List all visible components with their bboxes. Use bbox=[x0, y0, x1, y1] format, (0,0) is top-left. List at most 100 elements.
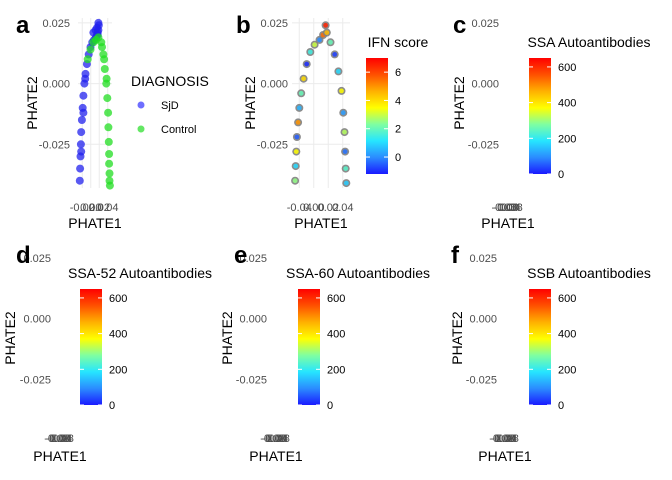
colorbar-tick-label: 600 bbox=[109, 293, 127, 305]
legend: IFN score 0 2 4 6 bbox=[366, 34, 429, 174]
legend-label: SjD bbox=[161, 100, 179, 112]
colorbar-tick-label: 200 bbox=[109, 364, 127, 376]
x-tick-label: 0.08 bbox=[268, 433, 289, 445]
legend-title: SSA-52 Autoantibodies bbox=[68, 265, 212, 281]
data-point bbox=[104, 137, 113, 146]
colorbar-tick-label: 600 bbox=[558, 62, 576, 74]
legend-label: Control bbox=[161, 124, 196, 136]
y-tick-label: 0.025 bbox=[42, 18, 70, 30]
data-point bbox=[77, 128, 86, 137]
y-tick-label: 0.000 bbox=[469, 314, 497, 326]
colorbar-tick-label: 2 bbox=[395, 124, 401, 136]
panel-letter: c bbox=[453, 12, 466, 39]
series-control bbox=[83, 33, 114, 190]
y-tick-label: 0.000 bbox=[239, 314, 267, 326]
x-tick-label: 0.04 bbox=[267, 433, 288, 445]
data-point bbox=[102, 74, 111, 83]
colorbar-tick-label: 6 bbox=[395, 67, 401, 79]
legend-key bbox=[137, 101, 145, 109]
data-point-highlight bbox=[323, 22, 328, 28]
y-tick-label: 0.000 bbox=[23, 314, 51, 326]
panel-e: -0.025 0.000 0.025 -0.08-0.040.000.040.08 PH… bbox=[219, 242, 430, 464]
colorbar-tick-label: 200 bbox=[558, 364, 576, 376]
y-tick-label: -0.025 bbox=[257, 139, 288, 151]
panel-letter: f bbox=[451, 242, 460, 269]
colorbar-tick-label: 400 bbox=[558, 329, 576, 341]
legend-title: SSA Autoantibodies bbox=[528, 34, 651, 50]
x-tick-label: 0.00 bbox=[497, 202, 518, 214]
x-tick-label: 0.08 bbox=[497, 433, 518, 445]
y-tick-label: 0.000 bbox=[42, 79, 70, 91]
panel-letter: b bbox=[236, 12, 251, 39]
data-point-highlight bbox=[343, 180, 349, 186]
data-point-highlight bbox=[301, 76, 306, 82]
colorbar-tick-label: 0 bbox=[109, 400, 115, 412]
data-point-highlight bbox=[295, 120, 301, 125]
colorbar-tick-label: 400 bbox=[558, 98, 576, 110]
data-point bbox=[98, 43, 106, 52]
y-axis-title: PHATE2 bbox=[219, 311, 235, 365]
legend: SSA-60 Autoantibodies 0 200 400 600 bbox=[286, 265, 430, 412]
colorbar-tick-label: 600 bbox=[327, 293, 345, 305]
y-axis-title: PHATE2 bbox=[2, 311, 18, 365]
colorbar-tick-label: 400 bbox=[327, 329, 345, 341]
x-axis-title: PHATE1 bbox=[294, 215, 348, 231]
legend: DIAGNOSIS SjD Control bbox=[131, 73, 209, 136]
data-point-highlight bbox=[342, 129, 347, 135]
colorbar-tick-label: 400 bbox=[109, 329, 127, 341]
colorbar-tick-label: 4 bbox=[395, 95, 401, 107]
data-point bbox=[104, 123, 113, 132]
data-point bbox=[75, 176, 84, 185]
data-point-highlight bbox=[332, 52, 338, 57]
data-point bbox=[79, 91, 88, 100]
data-point-highlight bbox=[294, 134, 300, 140]
y-tick-label: -0.025 bbox=[236, 374, 267, 386]
x-axis-title: PHATE1 bbox=[481, 215, 535, 231]
data-point-highlight bbox=[342, 149, 348, 155]
x-tick-label: 0.00 bbox=[265, 433, 286, 445]
colorbar-tick-label: 0 bbox=[327, 400, 333, 412]
panel-f: -0.025 0.000 0.025 -0.08-0.040.000.040.08 PH… bbox=[449, 242, 651, 464]
legend: SSA-52 Autoantibodies 0 200 400 600 bbox=[68, 265, 212, 412]
data-point-highlight bbox=[298, 90, 304, 96]
y-tick-label: 0.000 bbox=[471, 79, 499, 91]
legend-title: SSA-60 Autoantibodies bbox=[286, 265, 430, 281]
x-tick-label: 0.04 bbox=[97, 202, 118, 214]
x-axis-title: PHATE1 bbox=[249, 448, 303, 464]
data-point bbox=[76, 140, 85, 149]
legend: SSA Autoantibodies 0 200 400 600 bbox=[528, 34, 651, 181]
data-point bbox=[105, 181, 114, 190]
x-tick-label: 0.04 bbox=[332, 202, 353, 214]
y-axis-title: PHATE2 bbox=[449, 311, 465, 365]
x-tick-label: 0.00 bbox=[49, 433, 70, 445]
data-point-highlight bbox=[293, 149, 299, 155]
y-axis-title: PHATE2 bbox=[24, 76, 40, 130]
y-tick-label: -0.025 bbox=[468, 139, 499, 151]
x-axis-title: PHATE1 bbox=[68, 215, 122, 231]
x-tick-label: -0.08 bbox=[44, 433, 69, 445]
ifn-points bbox=[291, 21, 351, 188]
x-tick-label: -0.04 bbox=[491, 433, 516, 445]
data-point bbox=[86, 45, 95, 54]
data-point-highlight bbox=[292, 178, 298, 184]
colorbar bbox=[366, 58, 388, 174]
colorbar bbox=[80, 289, 102, 405]
x-tick-label: -0.08 bbox=[489, 433, 514, 445]
data-point bbox=[83, 55, 92, 64]
data-point bbox=[105, 150, 114, 158]
data-point-highlight bbox=[304, 61, 310, 67]
x-axis-title: PHATE1 bbox=[33, 448, 87, 464]
data-point bbox=[103, 94, 112, 103]
data-point-highlight bbox=[339, 88, 344, 94]
legend-title: SSB Autoantibodies bbox=[527, 265, 651, 281]
data-point-highlight bbox=[317, 37, 322, 43]
x-tick-label: -0.04 bbox=[493, 202, 518, 214]
x-tick-label: -0.04 bbox=[46, 433, 71, 445]
x-tick-label: -0.08 bbox=[260, 433, 285, 445]
data-point-highlight bbox=[328, 39, 333, 45]
data-point bbox=[77, 116, 86, 124]
colorbar-tick-label: 600 bbox=[558, 293, 576, 305]
panel-letter: d bbox=[16, 242, 31, 269]
